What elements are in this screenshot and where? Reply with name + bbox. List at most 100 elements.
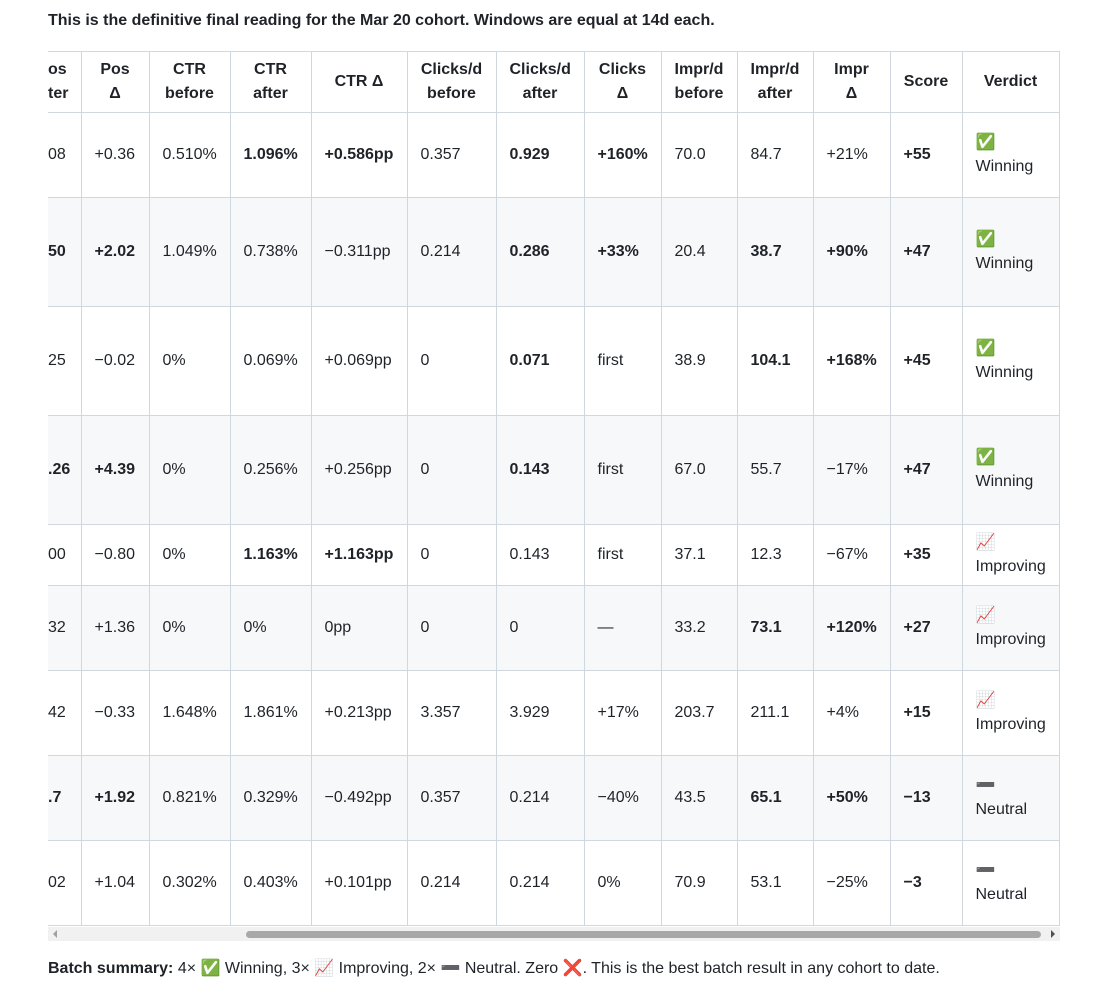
cell-text: first (597, 461, 624, 478)
table-cell: 50 (48, 197, 82, 307)
table-cell: 0.738% (229, 197, 312, 307)
cell-text: 08 (48, 146, 66, 163)
table-cell: 43.5 (660, 755, 738, 841)
cell-text: +0.36 (94, 146, 135, 163)
table-row: 25 −0.02 0% 0.069% +0.069pp 0 0.071 first 38.9 10… (48, 306, 1060, 416)
table-cell: 0.143 (495, 524, 585, 586)
scrollbar[interactable] (48, 927, 1060, 941)
table-cell: +4.39 (80, 415, 150, 525)
cell-text: 02 (48, 874, 66, 891)
cell-text: 211.1 (750, 704, 790, 721)
cell-text: +55 (903, 146, 931, 163)
cell-text: 42 (48, 704, 66, 721)
intro: This is the definitive final reading for… (48, 12, 715, 29)
table-cell: +4% (812, 670, 891, 756)
header-text: Clicks/d (509, 61, 571, 78)
cell-text: 0.302% (162, 874, 217, 891)
table-cell: 12.3 (736, 524, 814, 586)
table-cell: +15 (889, 670, 963, 756)
cell-text: +27 (903, 619, 931, 636)
cell-text: +90% (826, 243, 868, 260)
cell-text: 0.214 (420, 874, 461, 891)
table-cell: 0.357 (406, 755, 497, 841)
cell-text: 📈 Improving (975, 607, 1046, 648)
table-cell: 1.049% (148, 197, 231, 307)
table-cell: −0.311pp (310, 197, 408, 307)
cell-text: — (597, 619, 614, 636)
cell-text: first (597, 352, 624, 369)
cell-text: +4.39 (94, 461, 135, 478)
header-text: before (427, 85, 476, 102)
cell-text: +2.02 (94, 243, 135, 260)
table-cell: 0% (148, 415, 231, 525)
cell-text: +0.101pp (324, 874, 392, 891)
table-cell: 32 (48, 585, 82, 671)
summary: Batch summary: 4× ✅ Winning, 3× 📈 Improv… (48, 958, 940, 978)
table-cell: first (583, 306, 662, 416)
table-cell: — (583, 585, 662, 671)
table-scroll[interactable]: os ter Pos Δ CTR before CTR after CTR Δ Clicks/d b… (48, 51, 1060, 926)
table-cell: +120% (812, 585, 891, 671)
column-header: Impr/d after (736, 51, 814, 113)
cell-text: ✅ Winning (975, 134, 1034, 175)
table-cell: +0.36 (80, 112, 150, 198)
cell-text: +120% (826, 619, 877, 636)
cell-text: +33% (597, 243, 639, 260)
cell-text: 0.256% (243, 461, 298, 478)
table-cell: 0 (406, 415, 497, 525)
cell-text: 0 (420, 352, 430, 369)
column-header: CTR before (148, 51, 231, 113)
table-cell: −25% (812, 840, 891, 926)
table-cell: first (583, 415, 662, 525)
table-cell: −40% (583, 755, 662, 841)
column-header: Verdict (961, 51, 1060, 113)
cell-text: 50 (48, 243, 66, 260)
cell-text: +45 (903, 352, 931, 369)
table-cell: 0% (148, 306, 231, 416)
cell-text: +1.36 (94, 619, 135, 636)
cell-text: −17% (826, 461, 868, 478)
cell-text: +4% (826, 704, 859, 721)
table-cell: .26 (48, 415, 82, 525)
table-cell: 0.071 (495, 306, 585, 416)
header-text: Δ (109, 85, 121, 102)
header-text: CTR (254, 61, 287, 78)
table-cell: +0.586pp (310, 112, 408, 198)
cell-text: ✅ Winning (975, 340, 1034, 381)
table-cell: +2.02 (80, 197, 150, 307)
table-cell: +1.163pp (310, 524, 408, 586)
cell-text: 3.357 (420, 704, 461, 721)
table-row: 50 +2.02 1.049% 0.738% −0.311pp 0.214 0.286 +33… (48, 197, 1060, 307)
table-cell: +1.92 (80, 755, 150, 841)
cell-text: 84.7 (750, 146, 782, 163)
cell-text: 0pp (324, 619, 352, 636)
table-cell: 0% (229, 585, 312, 671)
header-text: os (48, 61, 67, 78)
table-cell: −0.02 (80, 306, 150, 416)
cell-text: 67.0 (674, 461, 706, 478)
table-cell: 53.1 (736, 840, 814, 926)
table-cell: 203.7 (660, 670, 738, 756)
cell-text: 0.214 (420, 243, 461, 260)
table-cell: 0.821% (148, 755, 231, 841)
table-row: .7 +1.92 0.821% 0.329% −0.492pp 0.357 0.214 −40… (48, 755, 1060, 841)
cell-text: 0.510% (162, 146, 217, 163)
table-cell: 25 (48, 306, 82, 416)
cell-text: 1.163% (243, 546, 298, 563)
cell-text: −0.492pp (324, 789, 392, 806)
cell-text: 12.3 (750, 546, 782, 563)
scroll-thumb[interactable] (246, 931, 1041, 938)
cell-text: +0.256pp (324, 461, 392, 478)
cell-text: 0 (420, 619, 430, 636)
column-header: os ter (48, 51, 82, 113)
header-text: before (165, 85, 214, 102)
column-header: Clicks/d after (495, 51, 585, 113)
table-cell: ➖ Neutral (961, 840, 1060, 926)
cell-text: 00 (48, 546, 66, 563)
cell-text: 0.821% (162, 789, 217, 806)
table-cell: +21% (812, 112, 891, 198)
cell-text: +47 (903, 243, 931, 260)
cell-text: −0.311pp (324, 243, 391, 260)
cell-text: 0% (162, 619, 186, 636)
cell-text: 32 (48, 619, 66, 636)
